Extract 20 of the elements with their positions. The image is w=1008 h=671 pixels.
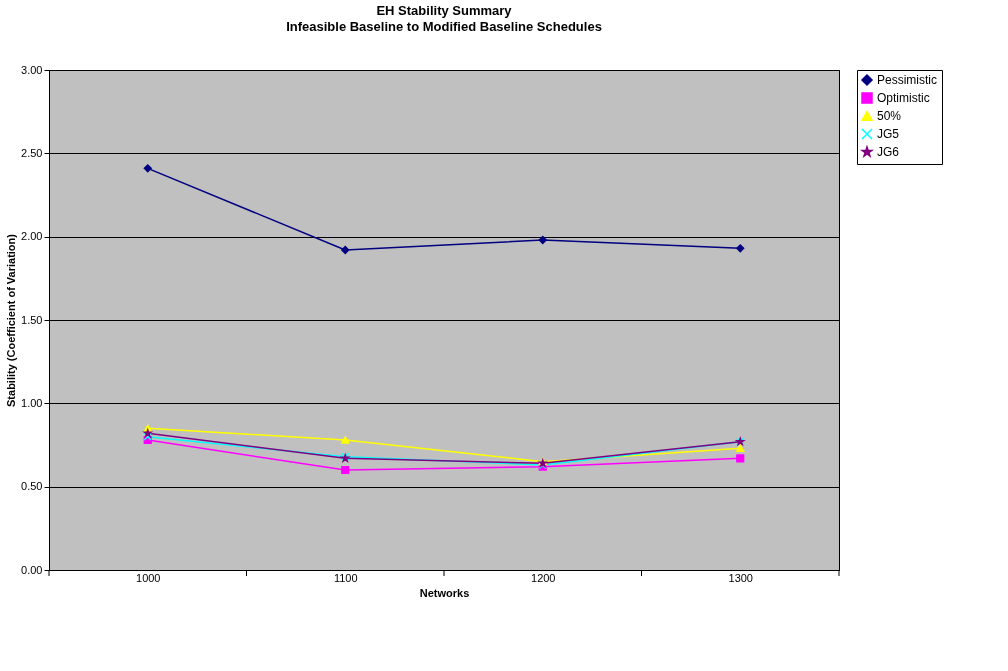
x-tick-label: 1300 [728,571,753,584]
legend-label: 50% [877,109,902,123]
y-tick-label: 1.00 [21,396,43,409]
chart-title: EH Stability Summary [376,3,513,18]
legend-label: JG5 [877,127,900,141]
chart-subtitle: Infeasible Baseline to Modified Baseline Schedules [286,19,602,34]
x-tick-label: 1100 [333,571,358,584]
y-tick-label: 0.00 [21,563,43,576]
y-tick-label: 0.50 [21,480,43,493]
legend-label: Pessimistic [877,73,938,87]
y-tick-label: 1.50 [21,313,43,326]
legend-label: JG6 [877,145,900,159]
y-tick-label: 2.50 [21,146,43,159]
x-tick-label: 1200 [531,571,556,584]
legend-label: Optimistic [877,91,930,105]
x-axis-title: Networks [419,586,470,599]
y-tick-label: 3.00 [21,63,43,76]
y-tick-label: 2.00 [21,230,43,243]
x-tick-label: 1000 [136,571,161,584]
y-axis-title: Stability (Coefficient of Variation) [5,233,18,407]
